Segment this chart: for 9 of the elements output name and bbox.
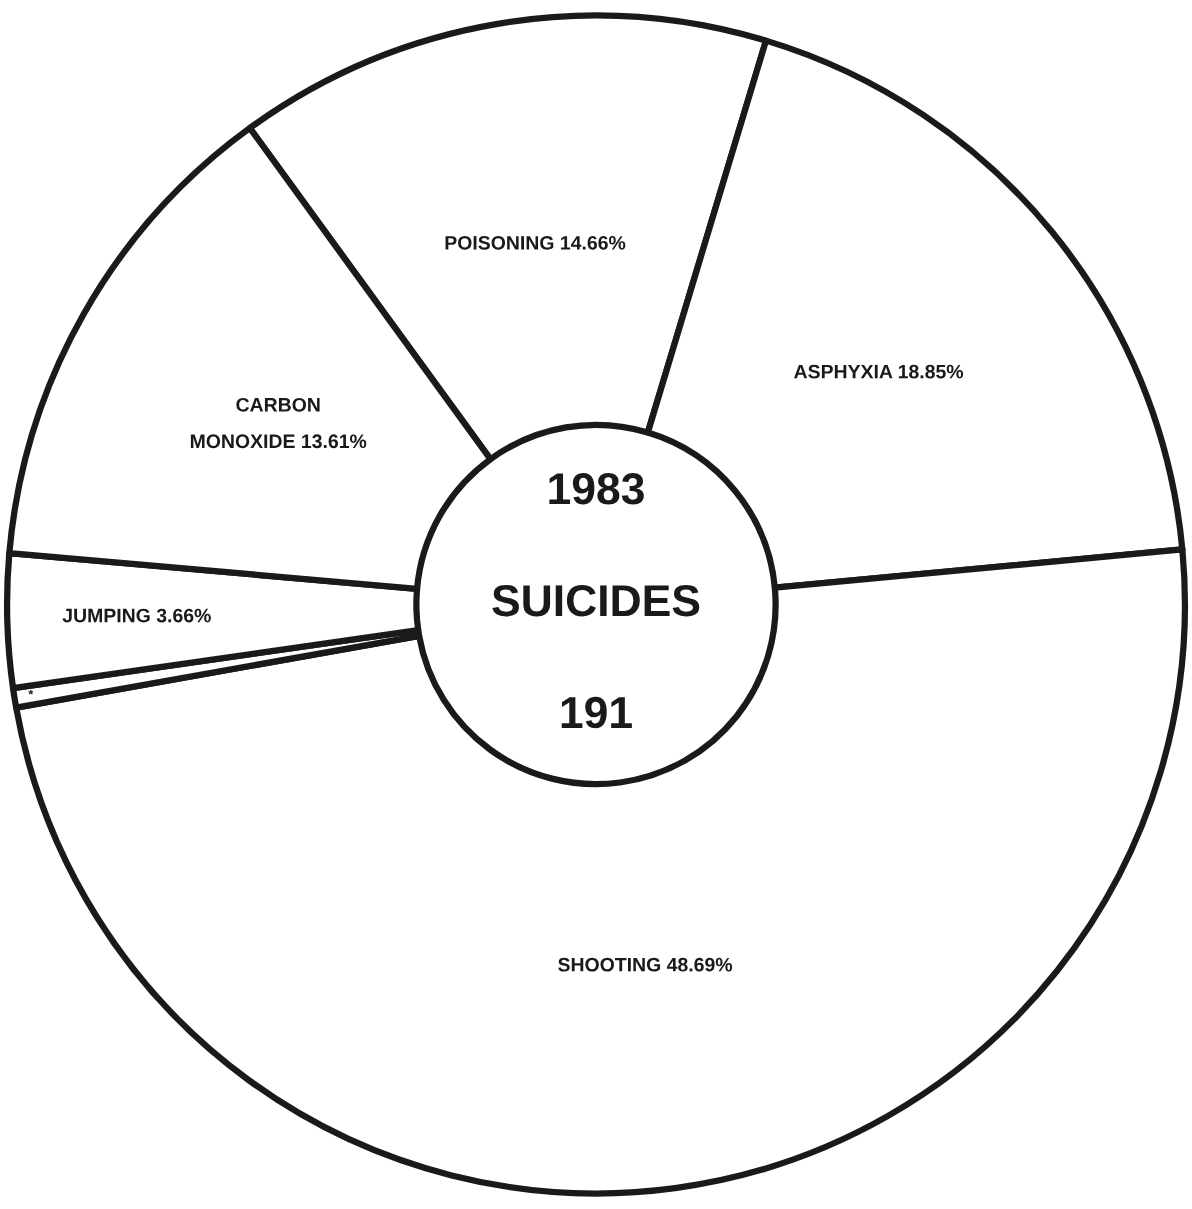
slice-label: *: [28, 689, 34, 695]
text: 191: [561, 696, 632, 729]
slice-label: SHOOTING 48.69%: [558, 957, 733, 972]
slice-label: JUMPING 3.66%: [62, 608, 211, 623]
text: SUICIDES: [492, 584, 700, 617]
slice-label: POISONING 14.66%: [445, 235, 626, 250]
text: 1983: [549, 473, 644, 505]
slice-label: CARBON MONOXIDE 13.61%: [190, 397, 367, 449]
slice-label: ASPHYXIA 18.85%: [794, 364, 964, 379]
